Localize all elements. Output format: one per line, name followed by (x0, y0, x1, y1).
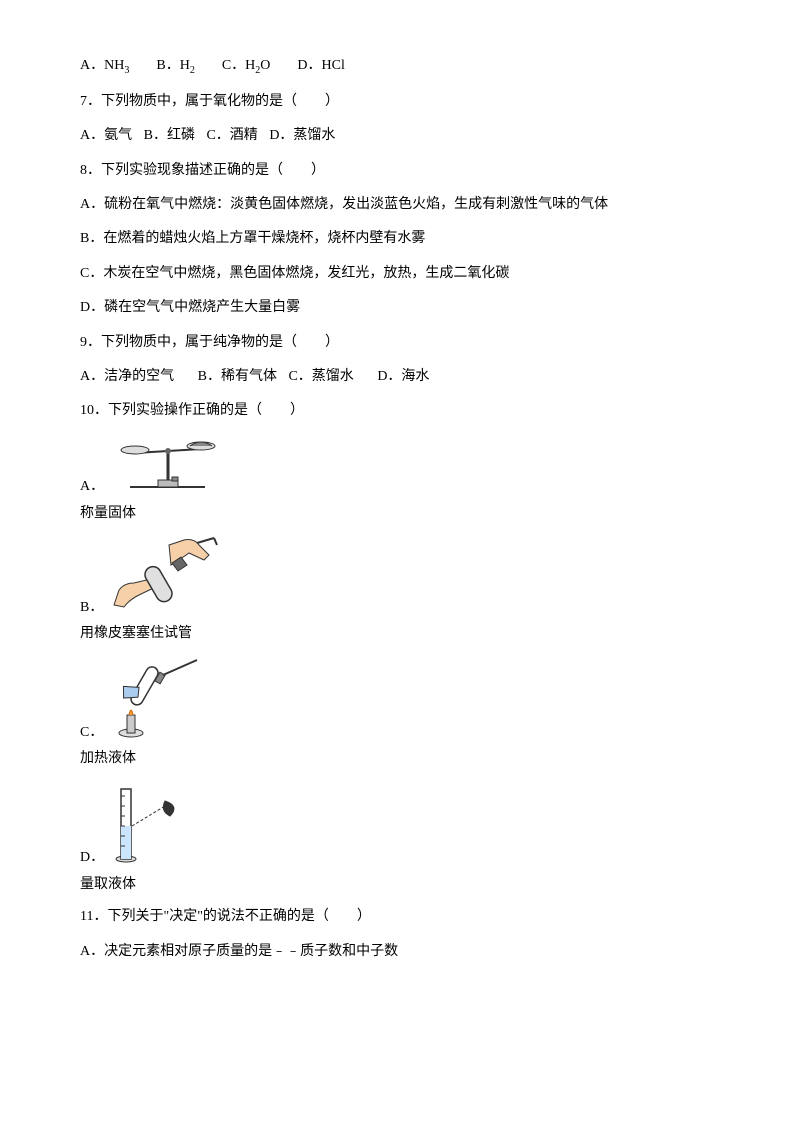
q9-optC: C．蒸馏水 (288, 369, 353, 384)
q6-optC-text: H (245, 58, 255, 73)
q7-optC: C．酒精 (206, 128, 257, 143)
q6-options: A．NH3 B．H2 C．H2O D．HCl (80, 55, 720, 79)
q10-stem: 10．下列实验操作正确的是（ ） (80, 400, 720, 422)
q7-stem: 7．下列物质中，属于氧化物的是（ ） (80, 91, 720, 113)
q10-optA-caption: 称量固体 (80, 503, 720, 525)
q7-optB: B．红磷 (144, 128, 195, 143)
q9-optB: B．稀有气体 (198, 369, 277, 384)
q9-optA: A．洁净的空气 (80, 369, 174, 384)
q8-optB: B．在燃着的蜡烛火焰上方罩干燥烧杯，烧杯内壁有水雾 (80, 228, 720, 250)
q9-optD: D．海水 (377, 369, 429, 384)
q9-options: A．洁净的空气 B．稀有气体 C．蒸馏水 D．海水 (80, 366, 720, 388)
q6-optA-sub: 3 (124, 65, 129, 76)
stopper-tube-figure (109, 535, 224, 615)
q8-optC: C．木炭在空气中燃烧，黑色固体燃烧，发红光，放热，生成二氧化碳 (80, 263, 720, 285)
q6-optB-text: H (180, 58, 190, 73)
q11-optA: A．决定元素相对原子质量的是﹣﹣质子数和中子数 (80, 941, 720, 963)
q11-stem: 11．下列关于"决定"的说法不正确的是（ ） (80, 906, 720, 928)
q10-optA-row: A． (80, 435, 720, 499)
q6-optB-label: B． (156, 58, 179, 73)
q6-optD-label: D． (297, 58, 321, 73)
q6-optC-label: C． (222, 58, 245, 73)
q6-optA-label: A． (80, 58, 104, 73)
q10-optC-row: C． (80, 655, 720, 744)
q10-optC-letter: C． (80, 722, 103, 744)
q10-optB-caption: 用橡皮塞塞住试管 (80, 623, 720, 645)
q6-optD-text: HCl (322, 58, 345, 73)
q10-optD-letter: D． (80, 847, 104, 869)
heating-liquid-figure (109, 655, 209, 740)
q10-optB-letter: B． (80, 597, 103, 619)
q10-optA-letter: A． (80, 476, 104, 498)
q7-optA: A．氨气 (80, 128, 132, 143)
q8-optA: A．硫粉在氧气中燃烧：淡黄色固体燃烧，发出淡蓝色火焰，生成有刺激性气味的气体 (80, 194, 720, 216)
q6-optA-text: NH (104, 58, 124, 73)
q7-options: A．氨气 B．红磷 C．酒精 D．蒸馏水 (80, 125, 720, 147)
q8-optD: D．磷在空气气中燃烧产生大量白雾 (80, 297, 720, 319)
q6-optC-suffix: O (260, 58, 270, 73)
measure-liquid-figure (110, 781, 210, 866)
q10-optC-caption: 加热液体 (80, 748, 720, 770)
q7-optD: D．蒸馏水 (269, 128, 335, 143)
q6-optB-sub: 2 (190, 65, 195, 76)
q10-optD-row: D． (80, 781, 720, 870)
q10-optD-caption: 量取液体 (80, 874, 720, 896)
balance-scale-figure (110, 435, 225, 495)
q8-stem: 8．下列实验现象描述正确的是（ ） (80, 160, 720, 182)
q9-stem: 9．下列物质中，属于纯净物的是（ ） (80, 332, 720, 354)
q10-optB-row: B． (80, 535, 720, 619)
